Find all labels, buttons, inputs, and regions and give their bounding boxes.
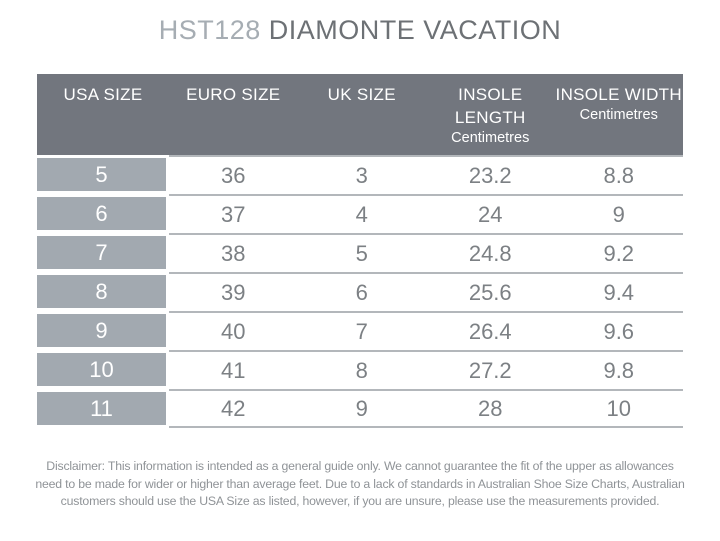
euro-size-cell: 41 — [221, 357, 246, 383]
insole-length-cell: 23.2 — [468, 162, 512, 188]
usa-size-cell: 11 — [37, 389, 169, 428]
uk-size-cell: 7 — [355, 318, 368, 344]
header-label: USA SIZE — [63, 85, 143, 104]
row-values: 38 5 24.8 9.2 — [169, 233, 683, 272]
header-label: UK SIZE — [327, 85, 396, 104]
insole-width-cell: 8.8 — [603, 162, 635, 188]
row-values: 42 9 28 10 — [169, 389, 683, 428]
uk-size-cell: 8 — [355, 357, 368, 383]
header-sub-centimetres: Centimetres — [451, 130, 530, 146]
euro-size-cell: 36 — [221, 162, 246, 188]
row-values: 41 8 27.2 9.8 — [169, 350, 683, 389]
usa-size-cell: 9 — [37, 311, 169, 350]
euro-size-cell: 37 — [221, 201, 246, 227]
insole-length-cell: 28 — [478, 395, 503, 421]
product-name: DIAMONTE VACATION — [268, 15, 562, 45]
table-row: 5 36 3 23.2 8.8 — [37, 155, 683, 194]
euro-size-cell: 40 — [221, 318, 246, 344]
insole-length-cell: 24.8 — [468, 240, 512, 266]
disclaimer: Disclaimer: This information is intended… — [0, 458, 720, 511]
usa-size-cell: 8 — [37, 272, 169, 311]
insole-length-cell: 27.2 — [468, 357, 512, 383]
row-values: 39 6 25.6 9.4 — [169, 272, 683, 311]
header-insole-length: INSOLE LENGTH Centimetres — [426, 74, 555, 155]
table-row: 11 42 9 28 10 — [37, 389, 683, 428]
usa-size-cell: 5 — [37, 155, 169, 194]
table-body: 5 36 3 23.2 8.8 6 37 4 24 9 7 — [37, 155, 683, 428]
header-label: INSOLE LENGTH — [454, 85, 526, 127]
table-row: 7 38 5 24.8 9.2 — [37, 233, 683, 272]
row-values: 40 7 26.4 9.6 — [169, 311, 683, 350]
row-values: 37 4 24 9 — [169, 194, 683, 233]
euro-size-cell: 42 — [221, 395, 246, 421]
insole-length-cell: 25.6 — [468, 279, 512, 305]
table-row: 6 37 4 24 9 — [37, 194, 683, 233]
insole-width-cell: 10 — [606, 395, 631, 421]
header-euro-size: EURO SIZE — [169, 74, 298, 155]
header-usa-size: USA SIZE — [37, 74, 169, 155]
disclaimer-line: customers should use the USA Size as lis… — [60, 494, 660, 508]
header-label: EURO SIZE — [186, 85, 281, 104]
usa-size-cell: 6 — [37, 194, 169, 233]
product-code: HST128 — [158, 15, 261, 45]
size-table: USA SIZE EURO SIZE UK SIZE INSOLE LENGTH… — [37, 74, 683, 428]
table-row: 8 39 6 25.6 9.4 — [37, 272, 683, 311]
header-sub-centimetres: Centimetres — [579, 107, 658, 123]
insole-width-cell: 9.8 — [603, 357, 635, 383]
disclaimer-line: Disclaimer: This information is intended… — [46, 459, 674, 473]
euro-size-cell: 38 — [221, 240, 246, 266]
insole-width-cell: 9.4 — [603, 279, 635, 305]
uk-size-cell: 9 — [355, 395, 368, 421]
insole-length-cell: 24 — [478, 201, 503, 227]
table-row: 9 40 7 26.4 9.6 — [37, 311, 683, 350]
euro-size-cell: 39 — [221, 279, 246, 305]
table-row: 10 41 8 27.2 9.8 — [37, 350, 683, 389]
insole-length-cell: 26.4 — [468, 318, 512, 344]
uk-size-cell: 5 — [355, 240, 368, 266]
header-uk-size: UK SIZE — [298, 74, 427, 155]
insole-width-cell: 9 — [612, 201, 625, 227]
page-title: HST128 DIAMONTE VACATION — [0, 14, 720, 46]
row-values: 36 3 23.2 8.8 — [169, 155, 683, 194]
uk-size-cell: 4 — [355, 201, 368, 227]
uk-size-cell: 6 — [355, 279, 368, 305]
insole-width-cell: 9.2 — [603, 240, 635, 266]
table-header-row: USA SIZE EURO SIZE UK SIZE INSOLE LENGTH… — [37, 74, 683, 155]
usa-size-cell: 7 — [37, 233, 169, 272]
insole-width-cell: 9.6 — [603, 318, 635, 344]
uk-size-cell: 3 — [355, 162, 368, 188]
header-insole-width: INSOLE WIDTH Centimetres — [555, 74, 684, 155]
disclaimer-line: need to be made for wider or higher than… — [35, 476, 685, 491]
header-label: INSOLE WIDTH — [555, 85, 682, 104]
usa-size-cell: 10 — [37, 350, 169, 389]
